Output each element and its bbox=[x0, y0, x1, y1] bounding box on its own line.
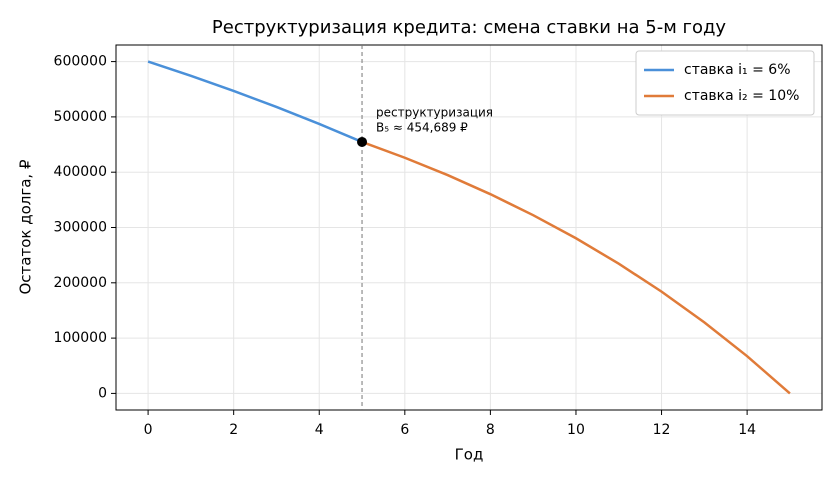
y-tick-label: 100000 bbox=[54, 330, 107, 346]
x-tick-label: 12 bbox=[653, 422, 671, 438]
x-axis-label: Год bbox=[455, 446, 484, 464]
y-tick-label: 0 bbox=[98, 385, 107, 401]
y-tick-label: 200000 bbox=[54, 275, 107, 291]
y-tick-label: 600000 bbox=[54, 54, 107, 70]
y-tick-label: 500000 bbox=[54, 109, 107, 125]
x-tick-label: 8 bbox=[486, 422, 495, 438]
line-series bbox=[147, 60, 363, 144]
annotation-label: B₅ ≈ 454,689 ₽ bbox=[376, 120, 468, 134]
y-axis-label: Остаток долга, ₽ bbox=[17, 159, 35, 294]
y-tick-label: 300000 bbox=[54, 220, 107, 236]
legend-box bbox=[635, 50, 815, 116]
chart-title: Реструктуризация кредита: смена ставки н… bbox=[212, 17, 727, 38]
plot-frame bbox=[115, 44, 823, 411]
legend-label: ставка i₂ = 10% bbox=[684, 88, 799, 104]
x-tick-label: 0 bbox=[144, 422, 153, 438]
x-tick-label: 10 bbox=[567, 422, 585, 438]
line-series bbox=[361, 140, 791, 395]
y-tick-label: 400000 bbox=[54, 164, 107, 180]
restructure-point bbox=[357, 136, 368, 147]
x-tick-label: 6 bbox=[400, 422, 409, 438]
x-tick-label: 4 bbox=[315, 422, 324, 438]
legend-label: ставка i₁ = 6% bbox=[684, 62, 791, 78]
annotation-title: реструктуризация bbox=[376, 105, 493, 119]
x-tick-label: 2 bbox=[229, 422, 238, 438]
x-tick-label: 14 bbox=[738, 422, 756, 438]
